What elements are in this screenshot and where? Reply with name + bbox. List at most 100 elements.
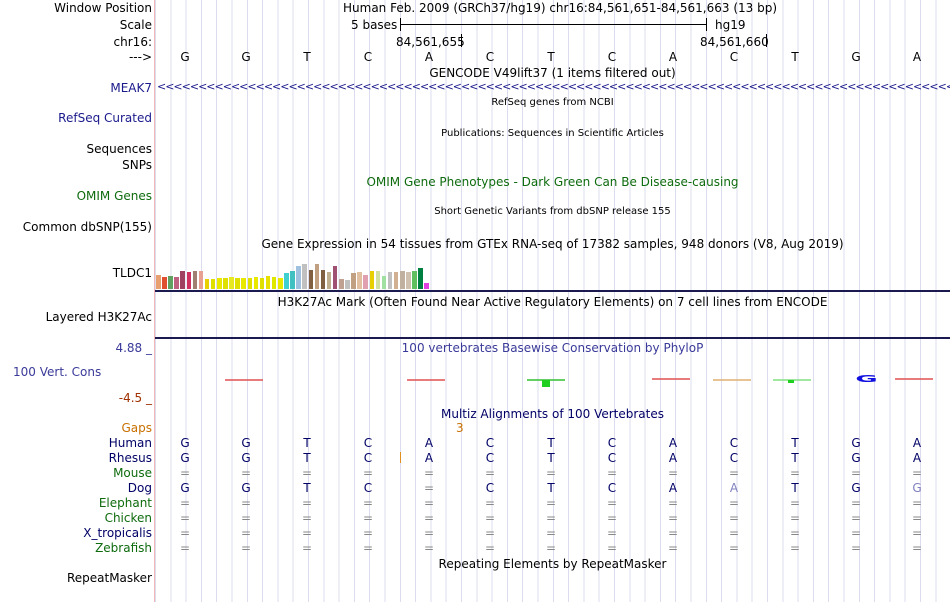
aligned-base: = — [179, 541, 191, 555]
gtex-bar[interactable] — [290, 271, 295, 289]
omim-track-title[interactable]: OMIM Gene Phenotypes - Dark Green Can Be… — [366, 175, 739, 189]
gtex-bar[interactable] — [217, 278, 222, 289]
conservation-label[interactable]: 100 Vert. Cons — [13, 365, 102, 379]
aligned-base: G — [851, 451, 861, 465]
gtex-bar[interactable] — [393, 272, 399, 289]
aligned-base: = — [789, 466, 801, 480]
repeatmasker-track-title[interactable]: Repeating Elements by RepeatMasker — [438, 557, 667, 571]
gtex-bar[interactable] — [192, 271, 198, 289]
gtex-bar[interactable] — [235, 278, 240, 289]
snps-label[interactable]: SNPs — [122, 158, 152, 172]
gtex-bar[interactable] — [332, 266, 338, 289]
gtex-bar[interactable] — [156, 275, 161, 289]
publications-track-title[interactable]: Publications: Sequences in Scientific Ar… — [441, 128, 664, 139]
species-label-chicken[interactable]: Chicken — [104, 511, 152, 525]
gtex-bar[interactable] — [229, 277, 234, 289]
gtex-bar[interactable] — [351, 273, 356, 289]
gtex-bar[interactable] — [296, 266, 301, 289]
aligned-base: G — [851, 481, 861, 495]
gtex-bar[interactable] — [278, 278, 283, 289]
gencode-track-title[interactable]: GENCODE V49lift37 (1 items filtered out) — [429, 66, 676, 80]
gtex-bar[interactable] — [424, 283, 429, 289]
conservation-track-title[interactable]: 100 vertebrates Basewise Conservation by… — [401, 341, 704, 355]
dbsnp-label[interactable]: Common dbSNP(155) — [22, 220, 152, 234]
aligned-base: A — [424, 451, 434, 465]
gtex-bar[interactable] — [180, 271, 185, 289]
gtex-bar[interactable] — [381, 276, 387, 289]
conservation-wiggle[interactable]: G — [155, 368, 950, 392]
aligned-base: = — [667, 511, 679, 525]
gtex-bar[interactable] — [284, 273, 289, 289]
gtex-bar[interactable] — [326, 272, 332, 289]
base-8: A — [668, 50, 678, 64]
species-label-human[interactable]: Human — [108, 436, 152, 450]
aligned-base: A — [668, 451, 678, 465]
omim-label[interactable]: OMIM Genes — [76, 189, 152, 203]
gene-strand-arrows[interactable]: <<<<<<<<<<<<<<<<<<<<<<<<<<<<<<<<<<<<<<<<… — [157, 81, 950, 93]
h3k27ac-track-title[interactable]: H3K27Ac Mark (Often Found Near Active Re… — [277, 295, 828, 309]
gtex-bar[interactable] — [369, 271, 374, 289]
gtex-bar[interactable] — [210, 279, 216, 289]
gtex-bar[interactable] — [259, 278, 265, 289]
sequences-label[interactable]: Sequences — [86, 142, 152, 156]
aligned-base: C — [363, 451, 373, 465]
coord-label-2: 84,561,660 — [700, 35, 769, 49]
gtex-bar[interactable] — [168, 276, 173, 289]
species-label-dog[interactable]: Dog — [127, 481, 152, 495]
gaps-label[interactable]: Gaps — [121, 421, 152, 435]
gtex-track-title[interactable]: Gene Expression in 54 tissues from GTEx … — [261, 237, 844, 251]
aligned-base: C — [363, 481, 373, 495]
species-label-rhesus[interactable]: Rhesus — [108, 451, 152, 465]
species-label-zebrafish[interactable]: Zebrafish — [95, 541, 152, 555]
gtex-bar[interactable] — [339, 279, 344, 289]
gtex-bar[interactable] — [247, 278, 252, 289]
gtex-bar[interactable] — [345, 280, 350, 289]
aligned-base: = — [911, 496, 923, 510]
gtex-bar[interactable] — [400, 271, 405, 289]
gtex-bar[interactable] — [265, 276, 271, 289]
gtex-bar[interactable] — [375, 271, 381, 289]
base-6: T — [547, 50, 555, 64]
gtex-gene-label[interactable]: TLDC1 — [112, 266, 152, 280]
gaps-value: 3 — [456, 421, 464, 435]
species-label-x_tropicalis[interactable]: X_tropicalis — [83, 526, 152, 540]
gtex-bar[interactable] — [357, 272, 362, 289]
gtex-bar[interactable] — [241, 278, 246, 289]
gtex-bar[interactable] — [418, 268, 423, 289]
refseq-label[interactable]: RefSeq Curated — [58, 111, 152, 125]
gtex-bar[interactable] — [363, 275, 368, 289]
gtex-bar[interactable] — [412, 271, 417, 289]
aligned-base: = — [179, 526, 191, 540]
gtex-bar[interactable] — [174, 277, 179, 289]
multiz-track-title[interactable]: Multiz Alignments of 100 Vertebrates — [440, 407, 665, 421]
gencode-gene-label[interactable]: MEAK7 — [110, 81, 152, 95]
aligned-base: G — [180, 481, 190, 495]
gtex-bar[interactable] — [308, 270, 313, 289]
aligned-base: C — [363, 436, 373, 450]
repeatmasker-label[interactable]: RepeatMasker — [66, 571, 152, 585]
gtex-bar[interactable] — [162, 277, 167, 289]
aligned-base: = — [789, 541, 801, 555]
h3k27ac-label[interactable]: Layered H3K27Ac — [45, 310, 152, 324]
aligned-base: G — [180, 451, 190, 465]
aligned-base: = — [850, 496, 862, 510]
gtex-bar[interactable] — [198, 271, 204, 289]
refseq-track-title[interactable]: RefSeq genes from NCBI — [491, 97, 614, 108]
gtex-bar[interactable] — [387, 272, 393, 289]
dbsnp-track-title[interactable]: Short Genetic Variants from dbSNP releas… — [434, 206, 671, 217]
aligned-base: = — [423, 466, 435, 480]
species-label-mouse[interactable]: Mouse — [113, 466, 152, 480]
gtex-bar[interactable] — [314, 264, 320, 289]
gtex-bar[interactable] — [271, 277, 277, 289]
gtex-bar[interactable] — [406, 272, 411, 289]
species-label-elephant[interactable]: Elephant — [98, 496, 152, 510]
cons-logo-g: G — [855, 373, 877, 384]
gtex-bar[interactable] — [253, 277, 259, 289]
gtex-bar[interactable] — [204, 279, 210, 289]
aligned-base: = — [789, 496, 801, 510]
gtex-bar[interactable] — [186, 272, 191, 289]
gtex-bar[interactable] — [320, 270, 326, 289]
gtex-bar[interactable] — [302, 264, 307, 289]
gtex-bar[interactable] — [223, 278, 228, 289]
aligned-base: = — [240, 466, 252, 480]
